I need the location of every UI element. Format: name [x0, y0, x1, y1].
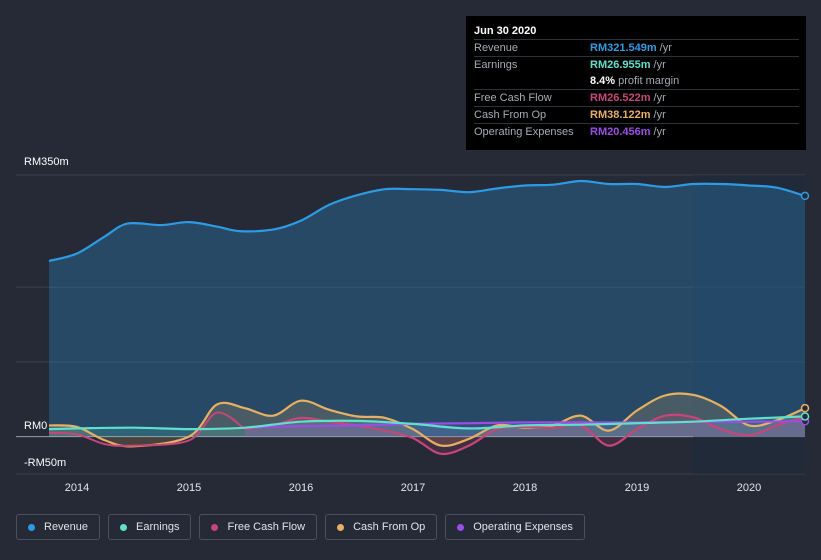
earnings-line — [48, 415, 806, 431]
x-tick-label: 2020 — [737, 482, 761, 494]
tooltip-row-value: RM38.122m — [590, 109, 651, 121]
free-cash-flow-line — [244, 413, 806, 456]
chart-legend: Revenue Earnings Free Cash Flow Cash From O… — [16, 514, 593, 542]
legend-item-revenue[interactable]: Revenue — [16, 514, 101, 540]
legend-dot-icon — [337, 523, 345, 531]
x-tick-label: 2017 — [401, 482, 425, 494]
tooltip-row-unit: /yr — [653, 126, 666, 138]
legend-dot-icon — [28, 523, 35, 531]
legend-item-operating-expenses[interactable]: Operating Expenses — [445, 514, 585, 540]
chart-gridlines — [16, 174, 805, 475]
financial-chart: RM350m RM0 -RM50m 2014 2015 2016 2017 2018 2019… — [16, 156, 810, 494]
tooltip-row: Cash From Op RM38.122m/yr — [474, 106, 799, 123]
legend-dot-icon — [457, 523, 465, 531]
tooltip-row-unit: /yr — [659, 42, 672, 54]
y-tick-label: RM350m — [24, 156, 69, 168]
series-endpoints — [800, 191, 810, 426]
legend-item-cash-from-op[interactable]: Cash From Op — [325, 514, 438, 540]
revenue-endpoint — [800, 191, 810, 201]
revenue-area — [49, 180, 805, 437]
legend-label: Earnings — [136, 521, 180, 533]
earnings-area — [49, 416, 805, 437]
x-tick-label: 2018 — [513, 482, 537, 494]
tooltip-row: 8.4% profit margin — [474, 73, 799, 89]
legend-item-earnings[interactable]: Earnings — [108, 514, 192, 540]
series-areas — [49, 180, 805, 454]
legend-label: Revenue — [44, 521, 89, 533]
legend-label: Free Cash Flow — [227, 521, 306, 533]
legend-dot-icon — [211, 523, 219, 531]
tooltip-row: Operating Expenses RM20.456m/yr — [474, 123, 799, 140]
earnings-endpoint — [800, 412, 810, 421]
x-tick-label: 2015 — [177, 482, 201, 494]
tooltip-panel: Jun 30 2020 Revenue RM321.549m/yr Earnings… — [466, 16, 806, 150]
tooltip-row-value: RM26.522m — [590, 92, 651, 104]
tooltip-row-name: Earnings — [474, 59, 518, 71]
legend-label: Cash From Op — [353, 521, 426, 533]
cash-from-op-endpoint — [800, 403, 810, 413]
y-axis: RM350m RM0 -RM50m — [24, 156, 69, 469]
tooltip-row-name: Free Cash Flow — [474, 92, 552, 104]
tooltip-row-value: RM321.549m — [590, 42, 657, 54]
revenue-line — [48, 179, 806, 263]
tooltip-row-unit: /yr — [653, 109, 666, 121]
tooltip-row-name: Operating Expenses — [474, 126, 574, 138]
free-cash-flow-area — [245, 414, 805, 454]
legend-dot-icon — [120, 523, 128, 531]
tooltip-row: Free Cash Flow RM26.522m/yr — [474, 89, 799, 106]
tooltip-row-value: RM20.456m — [590, 126, 651, 138]
tooltip-row-name: Revenue — [474, 42, 519, 54]
tooltip-row-unit: profit margin — [618, 75, 680, 87]
x-tick-label: 2016 — [289, 482, 313, 494]
tooltip-date: Jun 30 2020 — [474, 25, 537, 37]
series-lines — [48, 179, 806, 456]
free-cash-flow-early-line — [48, 411, 246, 447]
tooltip-row: Earnings RM26.955m/yr — [474, 56, 799, 73]
legend-label: Operating Expenses — [473, 521, 573, 533]
tooltip-row-value: RM26.955m — [590, 59, 651, 71]
tooltip-row-unit: /yr — [653, 92, 666, 104]
x-tick-label: 2014 — [65, 482, 89, 494]
tooltip-row-name — [474, 73, 590, 89]
tooltip-row-name: Cash From Op — [474, 109, 547, 121]
legend-item-free-cash-flow[interactable]: Free Cash Flow — [199, 514, 318, 540]
x-tick-label: 2019 — [625, 482, 649, 494]
tooltip-row-unit: /yr — [653, 59, 666, 71]
tooltip-row-value: 8.4% — [590, 75, 616, 87]
x-axis: 2014 2015 2016 2017 2018 2019 2020 — [65, 482, 761, 494]
y-tick-label: -RM50m — [24, 457, 66, 469]
y-tick-label: RM0 — [24, 420, 47, 432]
tooltip-row: Revenue RM321.549m/yr — [474, 39, 799, 56]
cash-from-op-line — [48, 392, 806, 448]
